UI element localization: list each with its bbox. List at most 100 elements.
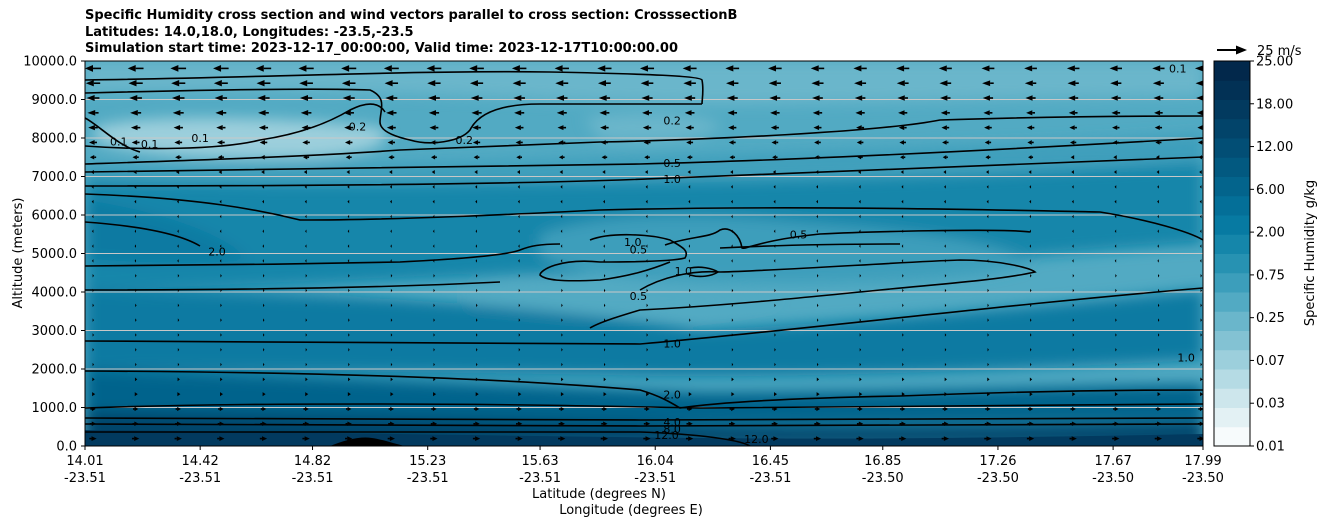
wind-vector (347, 185, 350, 189)
wind-vector (1199, 214, 1202, 219)
wind-vector (127, 65, 144, 72)
wind-vector (92, 318, 94, 322)
wind-vector (476, 348, 478, 352)
wind-vector (902, 362, 904, 367)
wind-vector (730, 170, 734, 175)
wind-vector (131, 140, 140, 145)
wind-vector (129, 95, 142, 102)
wind-vector (1111, 110, 1121, 116)
wind-vector (597, 80, 611, 87)
wind-vector (689, 333, 691, 337)
wind-vector (599, 110, 610, 116)
wind-vector (1157, 259, 1159, 263)
wind-vector (689, 318, 691, 322)
wind-vector (302, 140, 310, 145)
wind-vector (134, 214, 137, 219)
wind-vector (900, 406, 906, 412)
wind-vector (559, 170, 563, 175)
wind-vector (768, 80, 781, 87)
wind-vector (859, 392, 863, 397)
wind-vector (305, 318, 308, 322)
wind-vector (255, 65, 272, 72)
wind-vector (859, 362, 862, 367)
x-tick-label-lon: -23.50 (1182, 471, 1224, 486)
wind-vector (689, 348, 691, 352)
wind-vector (1072, 318, 1075, 322)
wind-vector (646, 362, 648, 367)
wind-vector (92, 273, 94, 278)
wind-vector (262, 229, 264, 234)
wind-vector (134, 377, 138, 382)
wind-vector (810, 65, 825, 72)
wind-vector (305, 362, 308, 367)
colorbar-segment (1214, 349, 1250, 370)
wind-vector (859, 348, 862, 352)
contour-0.2-lower (85, 115, 1203, 165)
quiver-key-label: 25 m/s (1257, 44, 1302, 59)
wind-vector (772, 170, 776, 175)
wind-vector (390, 348, 393, 352)
wind-vector (263, 333, 265, 337)
wind-vector (603, 348, 606, 352)
wind-vector (1198, 406, 1203, 412)
wind-vector (1029, 185, 1032, 189)
wind-vector (262, 244, 264, 248)
contour-label: 12.0 (744, 433, 769, 446)
wind-vector (639, 65, 655, 72)
wind-vector (433, 362, 435, 367)
wind-vector (603, 288, 606, 293)
wind-vector (516, 155, 523, 160)
x-tick-label-lon: -23.51 (749, 471, 791, 486)
wind-vector (773, 229, 776, 234)
wind-vector (348, 318, 350, 322)
wind-vector (986, 244, 989, 248)
wind-vector (1072, 214, 1074, 219)
wind-vector (470, 95, 483, 101)
wind-vector (131, 436, 140, 441)
wind-vector (899, 436, 907, 441)
contour-label: 0.1 (141, 138, 159, 151)
wind-vector (1113, 170, 1117, 174)
wind-vector (218, 170, 222, 175)
colorbar-segment (1214, 330, 1250, 351)
wind-vector (603, 229, 605, 234)
wind-vector (941, 125, 950, 131)
wind-vector (518, 348, 521, 352)
contour-1.0-mid (85, 193, 1203, 241)
wind-vector (172, 110, 184, 116)
contour-4.0 (85, 417, 1203, 421)
colorbar-tick-label: 18.00 (1256, 97, 1293, 112)
wind-vector (859, 244, 861, 248)
wind-vector (901, 214, 904, 219)
colorbar-segment (1214, 215, 1250, 235)
y-tick-label: 8000.0 (32, 132, 78, 147)
wind-vector (603, 303, 606, 308)
wind-vector (646, 377, 649, 382)
wind-vector (902, 318, 904, 322)
wind-vector (85, 79, 101, 87)
wind-vector (725, 65, 740, 72)
wind-vector (518, 377, 521, 382)
wind-vector (686, 421, 693, 427)
wind-vector (646, 348, 648, 352)
wind-vector (219, 229, 222, 234)
wind-vector (603, 214, 605, 219)
wind-vector (432, 244, 435, 248)
wind-vector (688, 392, 692, 397)
wind-vector (262, 214, 264, 219)
wind-vector (348, 288, 350, 293)
wind-vector (1114, 214, 1117, 219)
wind-vector (433, 303, 435, 308)
wind-vector (134, 392, 138, 397)
wind-vector (128, 80, 143, 87)
wind-vector (859, 377, 862, 382)
wind-vector (220, 303, 222, 308)
wind-vector (987, 333, 989, 337)
contour-label: 0.5 (630, 290, 648, 303)
wind-vector (560, 199, 563, 204)
wind-vector (812, 95, 823, 101)
wind-vector (85, 64, 101, 72)
wind-vector (263, 348, 265, 352)
wind-vector (214, 95, 228, 102)
wind-vector (646, 288, 648, 293)
